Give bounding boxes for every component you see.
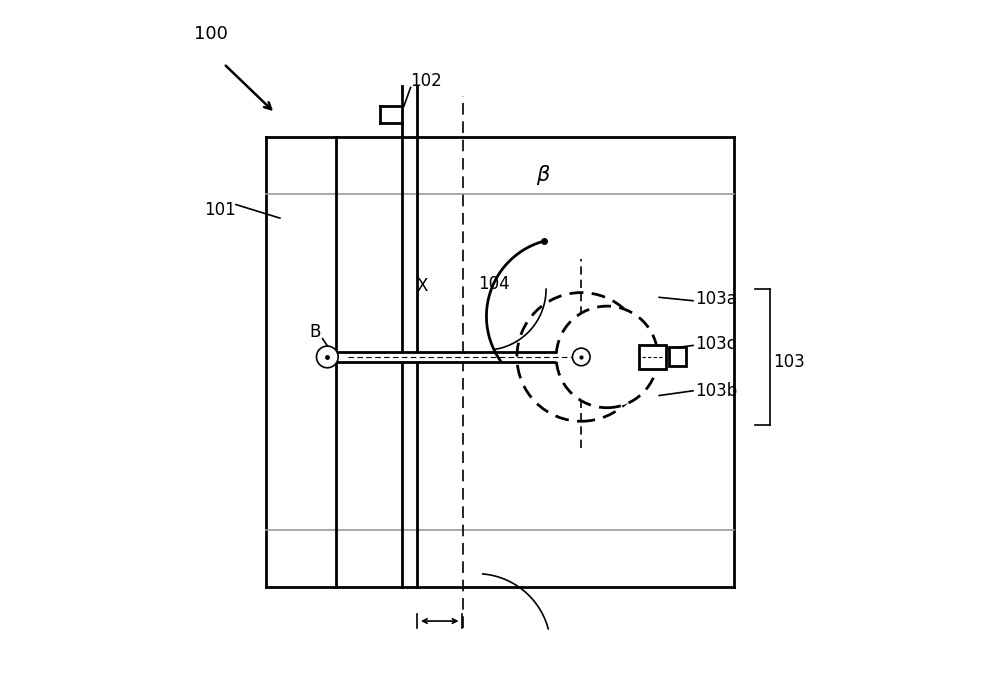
- Text: 103: 103: [773, 353, 805, 371]
- Circle shape: [316, 346, 338, 368]
- Text: 104: 104: [478, 275, 510, 293]
- Text: C: C: [577, 369, 589, 387]
- Circle shape: [572, 348, 590, 366]
- Circle shape: [556, 306, 658, 408]
- Text: $\beta$: $\beta$: [536, 163, 551, 187]
- Text: B: B: [309, 322, 320, 341]
- Text: 103c: 103c: [695, 335, 736, 353]
- Bar: [639, 345, 666, 369]
- Bar: [669, 347, 686, 367]
- Text: 103b: 103b: [695, 381, 737, 400]
- Text: X: X: [416, 277, 428, 295]
- Text: 100: 100: [194, 24, 228, 43]
- Text: 102: 102: [411, 72, 442, 90]
- Text: 101: 101: [204, 201, 236, 219]
- Text: 103a: 103a: [695, 290, 737, 308]
